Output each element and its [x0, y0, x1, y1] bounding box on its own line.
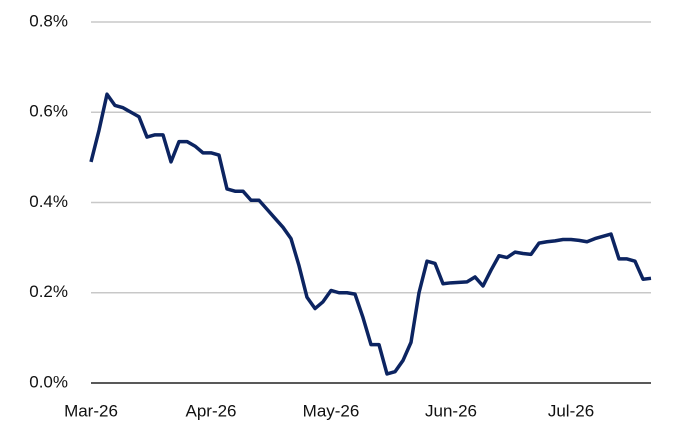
y-tick-label: 0.0% [29, 372, 68, 391]
x-tick-label: May-26 [303, 401, 360, 420]
y-tick-label: 0.8% [29, 11, 68, 30]
x-tick-label: Mar-26 [64, 401, 118, 420]
x-tick-label: Apr-26 [185, 401, 236, 420]
y-tick-label: 0.2% [29, 282, 68, 301]
y-tick-label: 0.4% [29, 192, 68, 211]
data-line [89, 92, 652, 376]
x-tick-label: Jul-26 [548, 401, 594, 420]
x-tick-label: Jun-26 [425, 401, 477, 420]
y-tick-label: 0.6% [29, 102, 68, 121]
